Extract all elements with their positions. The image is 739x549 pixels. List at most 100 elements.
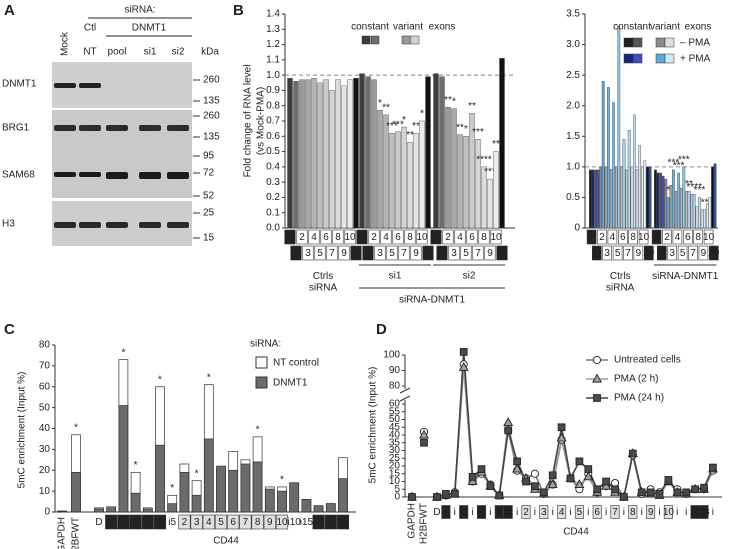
significance: ** — [382, 103, 390, 114]
x-tick-label: 20 — [708, 248, 720, 259]
x-tick-label: 7 — [329, 248, 335, 259]
x-tick-label: 2 — [359, 232, 365, 243]
lane-label: Mock — [60, 31, 71, 56]
bar — [594, 169, 598, 229]
legend-swatch — [632, 37, 643, 48]
x-tick-label: 9 — [413, 248, 419, 259]
bar — [674, 191, 678, 229]
significance: ** — [456, 122, 464, 133]
x-tick-label: i — [685, 507, 687, 518]
x-tick-label: i15 — [300, 517, 314, 528]
x-tick-label: 8 — [695, 232, 701, 243]
exon-box — [105, 514, 118, 530]
band — [79, 83, 101, 88]
x-tick-label: 9 — [267, 517, 273, 528]
x-tick-label: 5 — [317, 248, 323, 259]
x-tick-label: 3 — [133, 517, 139, 528]
bar — [680, 188, 683, 229]
x-tick-label: i10 — [288, 517, 302, 528]
bar — [596, 169, 600, 229]
x-tick-label: 2 — [121, 517, 127, 528]
point — [584, 465, 593, 473]
x-tick-label: 2 — [461, 507, 467, 518]
point — [646, 488, 655, 497]
x-tick-label: 20 — [337, 517, 349, 528]
x-tick-label: 3 — [194, 517, 200, 528]
bar — [599, 166, 603, 229]
bar — [690, 194, 694, 229]
bar — [287, 77, 293, 229]
x-tick-label: 7 — [475, 248, 481, 259]
x-tick-label: 8 — [630, 507, 636, 518]
blot-group: DNMT1 — [132, 23, 167, 34]
bar — [682, 166, 686, 229]
bar — [325, 503, 336, 513]
significance: * — [464, 124, 468, 135]
legend-swatch — [655, 37, 666, 48]
exon-box — [638, 229, 649, 245]
bar — [633, 114, 636, 229]
exon-box — [386, 245, 398, 261]
x-tick-label: i — [605, 507, 607, 518]
y-tick-label: 40 — [39, 423, 51, 434]
bar — [57, 511, 67, 513]
x-tick-label: 2 — [445, 232, 451, 243]
bar — [413, 133, 419, 229]
bar — [106, 507, 117, 513]
exon-box — [708, 245, 719, 261]
y-tick-label: 0 — [44, 507, 50, 518]
x-tick-label: D — [95, 517, 102, 528]
exon-box — [374, 245, 386, 261]
panel-label: B — [233, 2, 244, 19]
y-axis-label: (vs Mock-PMA) — [256, 87, 267, 155]
exon-box — [308, 229, 320, 245]
x-tick-label: 2 — [589, 232, 595, 243]
exon-box — [612, 245, 623, 261]
x-tick-label: 3 — [479, 507, 485, 518]
x-tick-label: i — [471, 507, 473, 518]
bar — [630, 166, 634, 229]
group-label: siRNA-DNMT1 — [652, 271, 719, 282]
y-tick-label: 0.5 — [266, 146, 280, 157]
exon-box — [663, 505, 673, 519]
legend-marker — [592, 373, 602, 383]
x-tick-label: GAPDH — [57, 517, 68, 549]
exon-box — [494, 505, 504, 519]
lane-label: pool — [108, 47, 127, 58]
bar — [654, 169, 657, 229]
bar — [469, 113, 475, 229]
x-tick-label: 10 — [490, 232, 502, 243]
panel-label: D — [376, 321, 387, 338]
exon-box — [490, 229, 502, 245]
exon-box — [539, 505, 549, 519]
exon-box — [662, 229, 672, 245]
exon-box — [646, 505, 656, 519]
legend-label: PMA (24 h) — [614, 393, 664, 404]
bar — [240, 463, 251, 513]
significance: *** — [386, 121, 398, 132]
bar — [301, 499, 312, 513]
significance: * — [207, 372, 211, 383]
x-tick-label: 8 — [407, 232, 413, 243]
bar — [687, 191, 691, 229]
x-axis-label: CD44 — [563, 527, 589, 538]
exon-box — [574, 505, 584, 519]
bar — [695, 206, 699, 229]
x-tick-label: 2 — [523, 507, 529, 518]
significance: ** — [492, 139, 500, 150]
band — [79, 172, 101, 177]
x-tick-label: 6 — [323, 232, 329, 243]
x-tick-label: 6 — [395, 232, 401, 243]
exon-box — [350, 245, 362, 261]
point — [566, 474, 575, 483]
exon-box — [153, 514, 167, 530]
exon-box — [312, 514, 325, 530]
bar — [604, 166, 608, 229]
x-tick-label: 6 — [685, 232, 691, 243]
y-tick-label: 90 — [389, 365, 401, 376]
x-tick-label: 4 — [145, 517, 151, 528]
blot-header: siRNA: — [124, 5, 155, 16]
y-tick-label: 25 — [389, 453, 401, 464]
x-tick-label: 5 — [505, 507, 511, 518]
significance: ** — [444, 95, 452, 106]
